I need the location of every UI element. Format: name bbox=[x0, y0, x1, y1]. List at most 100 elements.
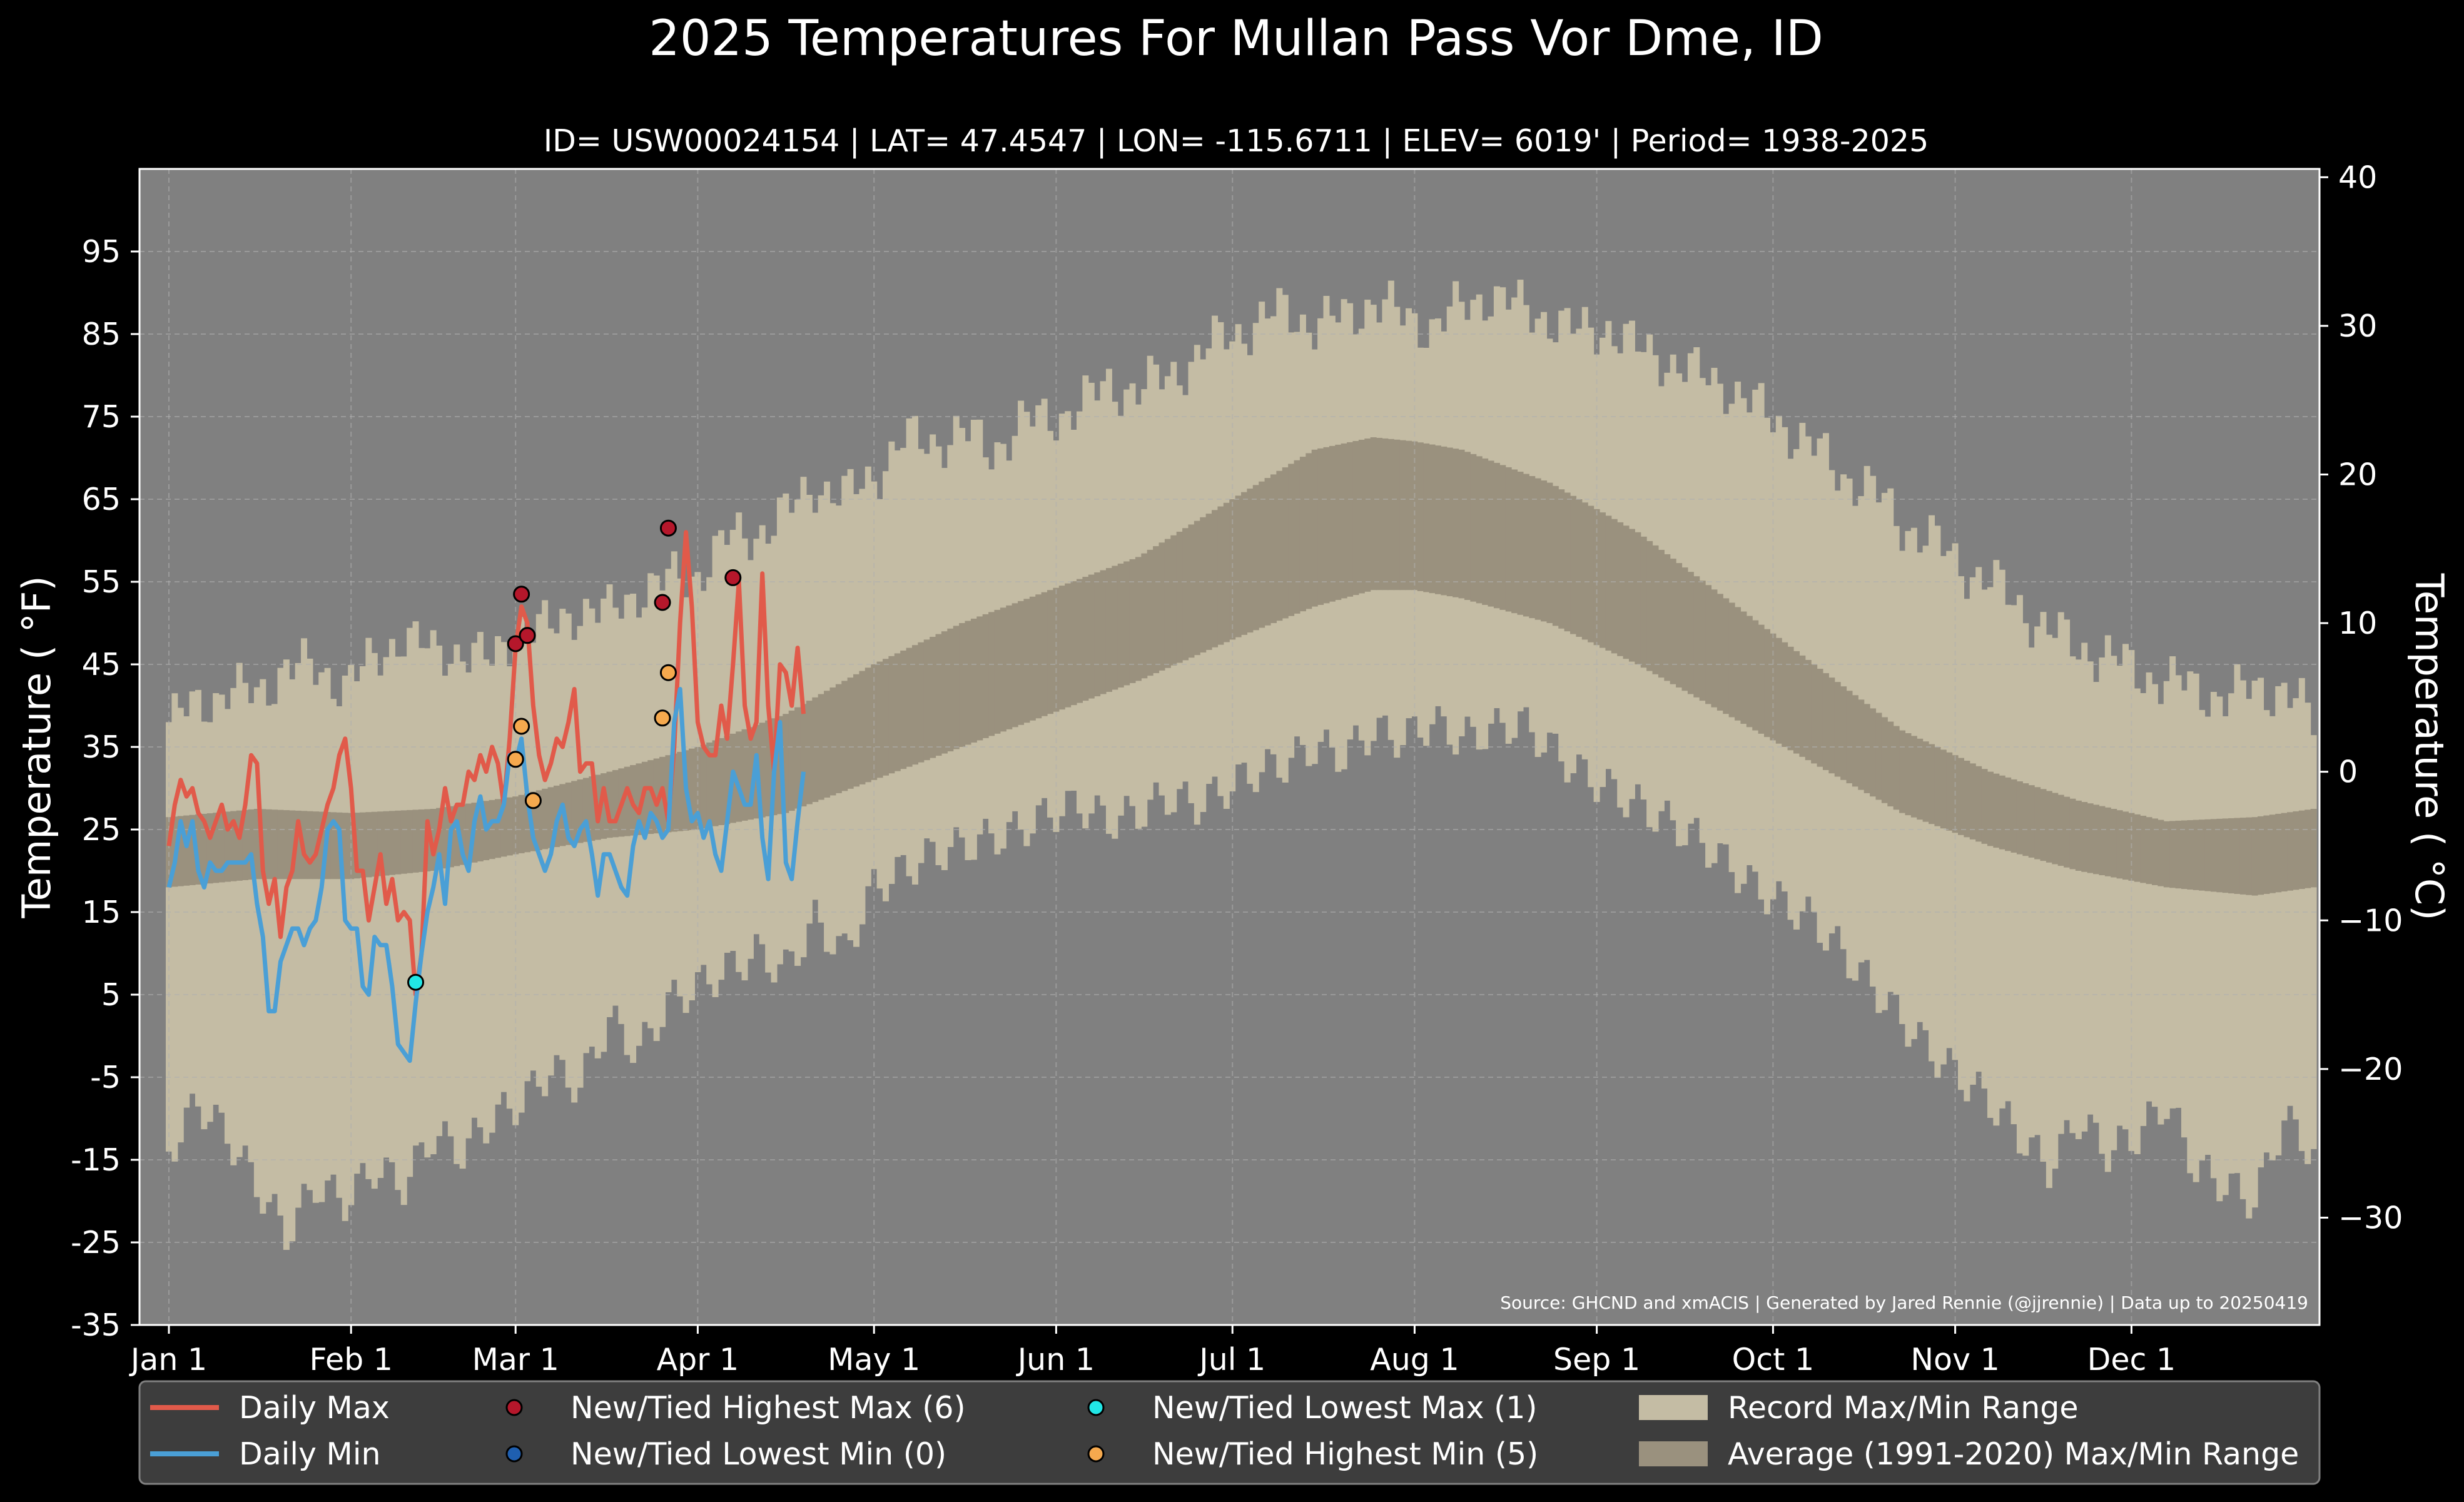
y2-axis-label: Temperature ( °C) bbox=[2406, 573, 2452, 921]
daily-max-line bbox=[166, 530, 806, 997]
normal-range-bar bbox=[1006, 605, 1013, 729]
record-range-bar bbox=[2116, 666, 2123, 1126]
record-range-bar bbox=[477, 632, 484, 1128]
record-range-bar bbox=[2210, 691, 2217, 1179]
x-tick-label: Jul 1 bbox=[1197, 1342, 1265, 1378]
normal-range-bar bbox=[2034, 787, 2041, 860]
normal-range-bar bbox=[242, 809, 249, 880]
normal-range-bar bbox=[248, 809, 255, 880]
normal-range-bar bbox=[1981, 769, 1988, 844]
record-range-bar bbox=[471, 642, 478, 1118]
normal-range-bar bbox=[400, 810, 407, 874]
chart-subtitle: ID= USW00024154 | LAT= 47.4547 | LON= -1… bbox=[544, 123, 1929, 159]
normal-range-bar bbox=[2134, 814, 2141, 882]
normal-range-bar bbox=[271, 809, 278, 880]
normal-range-bar bbox=[1182, 528, 1189, 661]
normal-range-bar bbox=[1117, 563, 1124, 688]
normal-range-bar bbox=[2140, 816, 2147, 883]
normal-range-bar bbox=[1306, 453, 1312, 609]
normal-range-bar bbox=[1511, 469, 1518, 614]
normal-range-bar bbox=[2093, 804, 2100, 875]
normal-range-bar bbox=[918, 642, 925, 763]
normal-range-bar bbox=[1387, 439, 1394, 591]
normal-range-bar bbox=[2022, 783, 2029, 856]
normal-range-bar bbox=[2216, 818, 2223, 893]
normal-range-bar bbox=[1299, 457, 1306, 612]
record-range-bar bbox=[383, 657, 390, 1158]
record-range-bar bbox=[295, 662, 302, 1208]
normal-range-bar bbox=[1041, 592, 1048, 716]
record-range-bar bbox=[2140, 693, 2147, 1126]
record-range-bar bbox=[289, 679, 296, 1242]
normal-range-bar bbox=[1863, 704, 1870, 793]
record-range-bar bbox=[436, 645, 443, 1137]
normal-range-bar bbox=[2193, 820, 2199, 890]
normal-range-bar bbox=[2246, 817, 2253, 895]
normal-range-bar bbox=[1282, 467, 1289, 619]
x-tick-label: Jan 1 bbox=[129, 1342, 207, 1378]
normal-range-bar bbox=[383, 811, 390, 876]
record-range-bar bbox=[489, 665, 495, 1133]
record-point bbox=[654, 709, 671, 727]
y-axis-label: Temperature ( °F) bbox=[14, 576, 59, 918]
x-tick-label: May 1 bbox=[828, 1342, 920, 1378]
normal-range-bar bbox=[906, 647, 913, 767]
record-range-bar bbox=[2099, 657, 2106, 1154]
normal-range-bar bbox=[213, 813, 220, 883]
normal-range-bar bbox=[1488, 460, 1494, 607]
record-range-bar bbox=[407, 627, 413, 1177]
normal-range-bar bbox=[1364, 438, 1371, 592]
normal-range-bar bbox=[1065, 583, 1072, 708]
normal-range-bar bbox=[636, 763, 642, 835]
normal-range-bar bbox=[982, 614, 989, 738]
record-range-bar bbox=[400, 656, 407, 1205]
normal-range-bar bbox=[2028, 785, 2035, 858]
normal-range-bar bbox=[653, 758, 660, 834]
normal-range-bar bbox=[1541, 480, 1548, 622]
record-range-bar bbox=[2258, 677, 2264, 1168]
normal-range-bar bbox=[318, 811, 325, 880]
y2-tick-label: −10 bbox=[2338, 903, 2403, 938]
x-tick-label: Apr 1 bbox=[657, 1342, 739, 1378]
normal-range-bar bbox=[1446, 447, 1453, 597]
normal-range-bar bbox=[1558, 489, 1565, 629]
normal-range-bar bbox=[1946, 752, 1953, 831]
normal-range-bar bbox=[1834, 682, 1841, 777]
normal-range-bar bbox=[1252, 485, 1259, 631]
normal-range-bar bbox=[2087, 803, 2094, 873]
normal-range-bar bbox=[930, 637, 936, 758]
normal-range-bar bbox=[1341, 443, 1347, 599]
normal-range-bar bbox=[253, 809, 260, 880]
record-point bbox=[724, 569, 742, 586]
normal-range-bar bbox=[289, 810, 296, 880]
normal-range-bar bbox=[518, 794, 525, 853]
normal-range-bar bbox=[1881, 717, 1888, 803]
normal-range-bar bbox=[342, 813, 348, 880]
normal-range-bar bbox=[1917, 738, 1924, 820]
normal-range-bar bbox=[1441, 446, 1447, 596]
normal-range-bar bbox=[717, 738, 724, 825]
normal-range-bar bbox=[1852, 695, 1858, 787]
chart-title: 2025 Temperatures For Mullan Pass Vor Dm… bbox=[649, 11, 1823, 67]
y-tick-label: 15 bbox=[82, 895, 121, 930]
normal-range-bar bbox=[900, 651, 907, 769]
normal-range-bar bbox=[1687, 572, 1694, 694]
record-range-bar bbox=[2193, 673, 2199, 1182]
legend-label: Average (1991-2020) Max/Min Range bbox=[1728, 1436, 2299, 1472]
record-range-bar bbox=[2239, 680, 2246, 1199]
normal-range-bar bbox=[2263, 815, 2270, 894]
normal-range-bar bbox=[395, 810, 402, 875]
record-range-bar bbox=[283, 659, 290, 1250]
normal-range-bar bbox=[2163, 821, 2170, 888]
record-range-bar bbox=[1964, 599, 1970, 1102]
normal-range-bar bbox=[407, 809, 413, 873]
legend-label: New/Tied Highest Min (5) bbox=[1152, 1436, 1538, 1472]
record-range-bar bbox=[330, 699, 337, 1175]
normal-range-bar bbox=[2075, 800, 2082, 871]
normal-range-bar bbox=[1787, 646, 1794, 751]
legend-label: Daily Min bbox=[239, 1436, 381, 1472]
record-point bbox=[507, 751, 524, 768]
y-tick-label: 75 bbox=[82, 399, 121, 435]
record-range-bar bbox=[2310, 735, 2317, 1149]
